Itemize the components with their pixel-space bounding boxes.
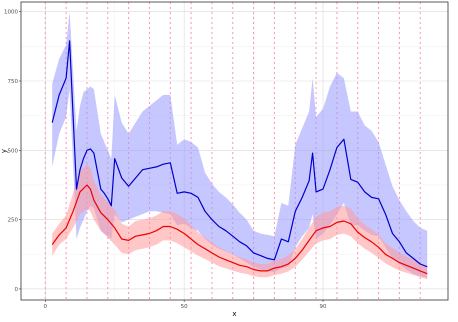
x-tick-label: 50 xyxy=(181,304,188,310)
red-series-line xyxy=(51,184,428,275)
red-confidence-band xyxy=(52,164,428,280)
y-axis-ticks: 0 250 500 750 1000 xyxy=(4,10,21,293)
series-lines xyxy=(51,40,428,275)
confidence-bands xyxy=(52,11,428,280)
x-axis-title: x xyxy=(232,310,236,318)
y-tick-label: 500 xyxy=(8,148,19,154)
x-tick-label: 90 xyxy=(320,304,327,310)
panel-border xyxy=(20,1,449,301)
y-axis-title: y xyxy=(0,149,8,153)
blue-series-line xyxy=(51,40,428,268)
x-axis-ticks: 0 50 90 xyxy=(44,300,327,310)
y-tick-label: 250 xyxy=(8,218,19,224)
y-tick-label: 0 xyxy=(15,287,19,293)
y-tick-label: 1000 xyxy=(4,10,18,16)
y-tick-label: 750 xyxy=(8,79,19,85)
x-tick-label: 0 xyxy=(44,304,48,310)
